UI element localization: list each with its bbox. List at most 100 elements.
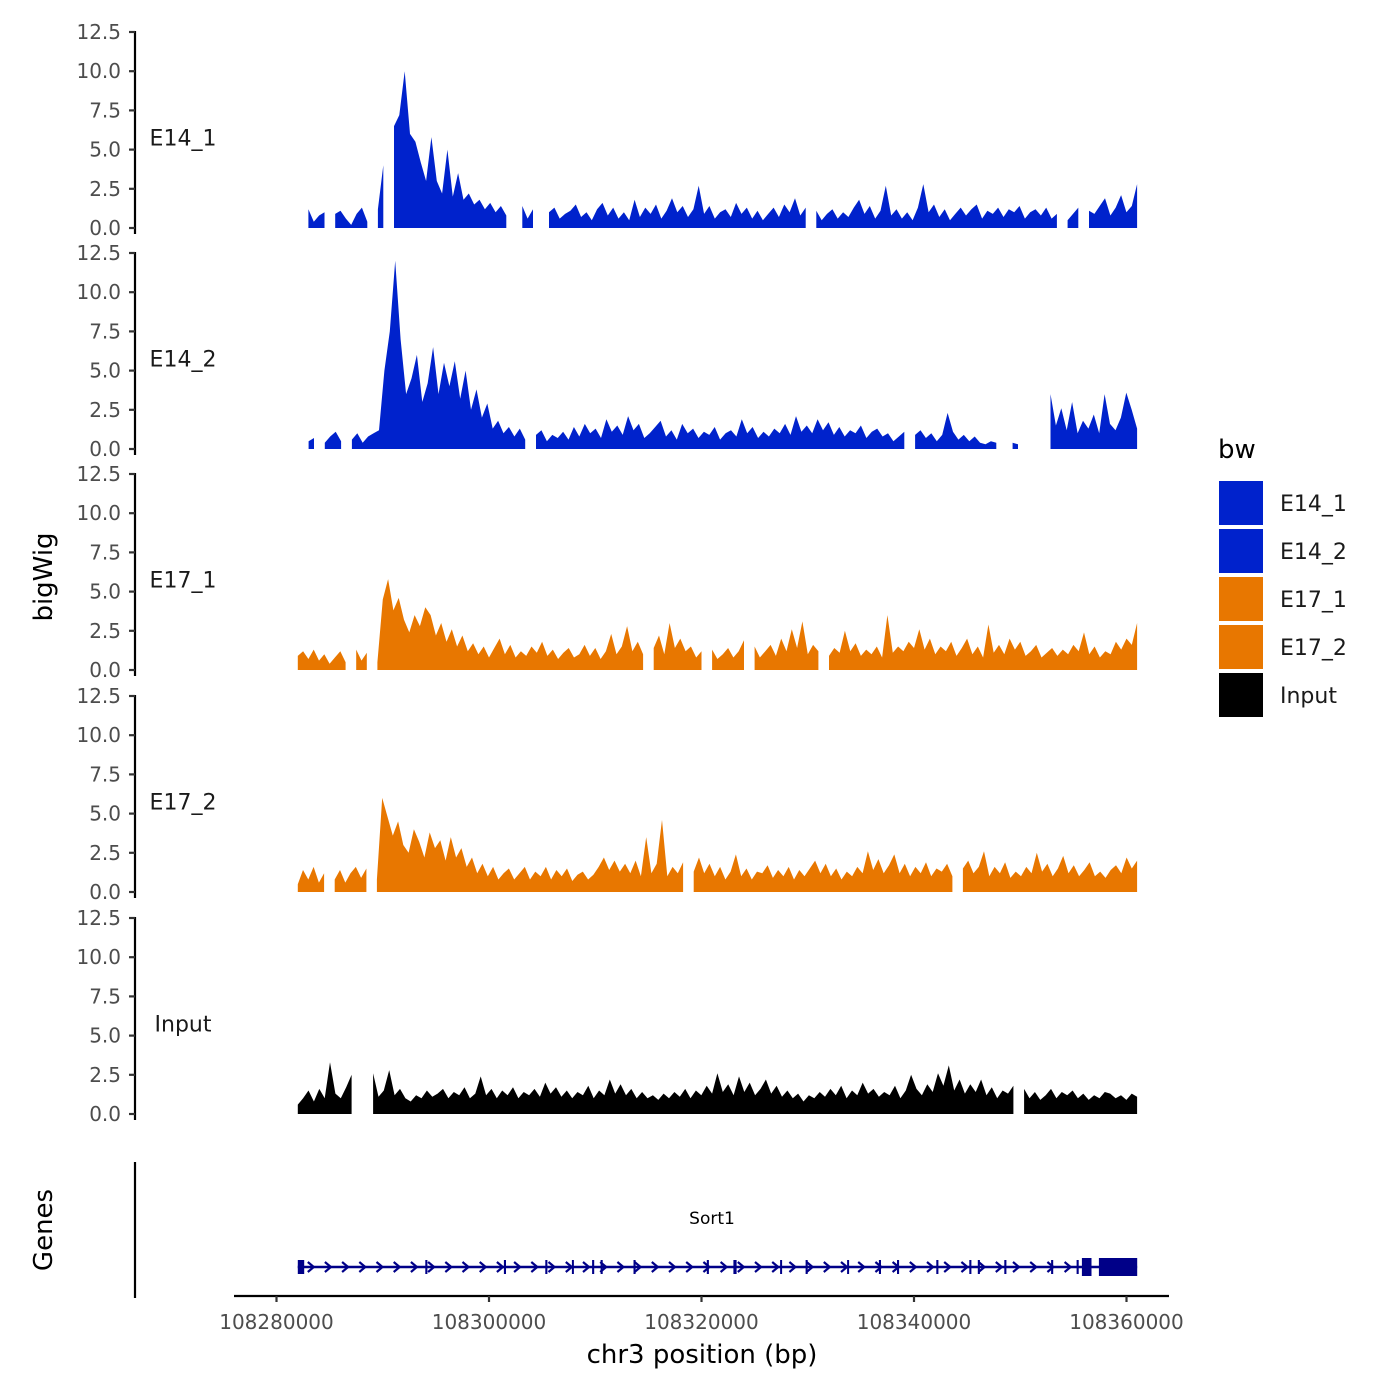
gene-exon bbox=[545, 1260, 548, 1274]
strand-arrow bbox=[1046, 1261, 1056, 1273]
y-tick-label: 10.0 bbox=[76, 59, 121, 83]
legend-label: Input bbox=[1280, 684, 1337, 709]
gene-exon bbox=[805, 1260, 808, 1274]
x-axis: 108280000 108300000 108320000 108340000 1083… bbox=[219, 1294, 1184, 1334]
y-tick-label: 7.5 bbox=[89, 984, 121, 1008]
legend-swatch bbox=[1217, 671, 1265, 719]
gene-exon bbox=[706, 1260, 709, 1274]
strand-arrow bbox=[392, 1261, 402, 1273]
gene-exon bbox=[297, 1260, 305, 1274]
signal-area bbox=[297, 579, 1138, 670]
gene-exon bbox=[592, 1260, 595, 1274]
y-tick-label: 2.5 bbox=[89, 1063, 121, 1087]
x-tick-label: 108320000 bbox=[644, 1310, 759, 1334]
y-tick-label: 12.5 bbox=[76, 462, 121, 486]
y-tick-label: 10.0 bbox=[76, 501, 121, 525]
legend-swatch bbox=[1217, 479, 1265, 527]
strand-arrow bbox=[823, 1261, 832, 1273]
x-tick-label: 108360000 bbox=[1069, 1310, 1184, 1334]
strand-arrow bbox=[375, 1261, 385, 1273]
strand-arrow bbox=[1063, 1261, 1073, 1273]
gene-label: Sort1 bbox=[689, 1209, 735, 1229]
strand-arrow bbox=[702, 1261, 712, 1273]
gene-exon bbox=[897, 1260, 900, 1274]
legend: bw E14_1 E14_2 E17_1 E17_2 Input bbox=[1217, 435, 1347, 719]
strand-arrow bbox=[960, 1261, 970, 1273]
strand-arrow bbox=[307, 1261, 316, 1273]
legend-swatch bbox=[1217, 527, 1265, 575]
strand-arrow bbox=[754, 1261, 763, 1273]
strand-arrow bbox=[737, 1261, 746, 1273]
track-panel-e14-1: 0.0 2.5 5.0 7.5 10.0 12.5 E14_1 bbox=[76, 20, 1138, 240]
strand-arrow bbox=[461, 1261, 471, 1273]
track-label: E17_2 bbox=[150, 790, 217, 815]
strand-arrow bbox=[668, 1261, 677, 1273]
gene-exon bbox=[1076, 1260, 1079, 1274]
y-tick-label: 5.0 bbox=[89, 802, 121, 826]
strand-arrow bbox=[926, 1261, 935, 1273]
strand-arrow bbox=[874, 1261, 884, 1273]
strand-arrow bbox=[513, 1261, 522, 1273]
strand-arrow bbox=[788, 1261, 798, 1273]
gene-exon bbox=[977, 1260, 980, 1274]
gene-exon bbox=[503, 1260, 506, 1274]
signal-area bbox=[297, 260, 1138, 449]
x-axis-title: chr3 position (bp) bbox=[587, 1340, 818, 1370]
track-label: E14_2 bbox=[150, 347, 217, 372]
gene-exon bbox=[1004, 1260, 1007, 1274]
strand-arrow bbox=[530, 1261, 540, 1273]
y-tick-label: 2.5 bbox=[89, 398, 121, 422]
y-tick-label: 7.5 bbox=[89, 762, 121, 786]
y-tick-label: 2.5 bbox=[89, 619, 121, 643]
strand-arrow bbox=[805, 1261, 815, 1273]
y-tick-label: 12.5 bbox=[76, 684, 121, 708]
gene-exon bbox=[1081, 1258, 1092, 1276]
strand-arrow bbox=[909, 1261, 918, 1273]
strand-arrow bbox=[995, 1261, 1004, 1273]
y-tick-label: 12.5 bbox=[76, 20, 121, 44]
y-tick-label: 5.0 bbox=[89, 1024, 121, 1048]
y-tick-label: 0.0 bbox=[89, 437, 121, 461]
gene-exon bbox=[780, 1260, 783, 1274]
strand-arrow bbox=[857, 1261, 866, 1273]
y-tick-label: 0.0 bbox=[89, 658, 121, 682]
signal-area bbox=[297, 797, 1138, 892]
legend-label: E14_2 bbox=[1280, 540, 1347, 565]
track-label: E14_1 bbox=[150, 126, 217, 151]
gene-track: Sort1 bbox=[133, 1162, 1138, 1298]
gene-exon bbox=[600, 1260, 603, 1274]
y-tick-label: 10.0 bbox=[76, 280, 121, 304]
y-tick-label: 5.0 bbox=[89, 138, 121, 162]
legend-label: E14_1 bbox=[1280, 492, 1347, 517]
y-tick-label: 10.0 bbox=[76, 945, 121, 969]
track-panel-e17-2: 0.0 2.5 5.0 7.5 10.0 12.5 E17_2 bbox=[76, 684, 1138, 904]
strand-arrow bbox=[358, 1261, 368, 1273]
track-panel-input: 0.0 2.5 5.0 7.5 10.0 12.5 Input bbox=[76, 906, 1138, 1126]
gene-exon bbox=[969, 1260, 972, 1274]
strand-arrow bbox=[478, 1261, 488, 1273]
y-tick-label: 5.0 bbox=[89, 359, 121, 383]
legend-label: E17_1 bbox=[1280, 588, 1347, 613]
track-label: E17_1 bbox=[150, 568, 217, 593]
gene-model bbox=[297, 1258, 1138, 1276]
track-label: Input bbox=[155, 1012, 212, 1037]
gene-exon bbox=[571, 1260, 574, 1274]
y-tick-label: 10.0 bbox=[76, 723, 121, 747]
gene-track-title: Genes bbox=[29, 1189, 59, 1271]
y-tick-label: 7.5 bbox=[89, 319, 121, 343]
signal-area bbox=[297, 71, 1138, 228]
strand-arrow bbox=[1012, 1261, 1021, 1273]
legend-label: E17_2 bbox=[1280, 636, 1347, 661]
x-tick-label: 108340000 bbox=[857, 1310, 972, 1334]
x-tick-label: 108300000 bbox=[432, 1310, 547, 1334]
strand-arrow bbox=[1029, 1261, 1038, 1273]
gene-exon bbox=[733, 1260, 737, 1274]
y-tick-label: 7.5 bbox=[89, 540, 121, 564]
gene-exon bbox=[936, 1260, 939, 1274]
strand-arrow bbox=[496, 1261, 505, 1273]
strand-arrow bbox=[341, 1261, 350, 1273]
x-tick-label: 108280000 bbox=[219, 1310, 334, 1334]
gene-exon bbox=[1098, 1258, 1138, 1276]
strand-arrow bbox=[685, 1261, 694, 1273]
strand-arrow bbox=[427, 1261, 436, 1273]
